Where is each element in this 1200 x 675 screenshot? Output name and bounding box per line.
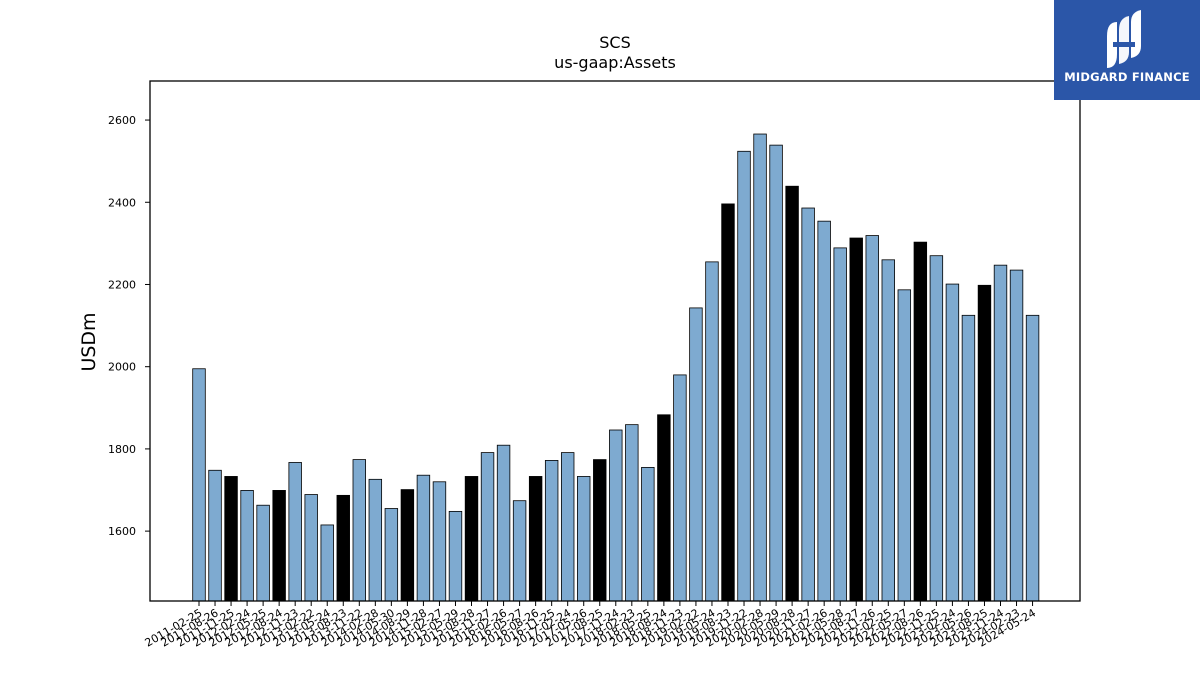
bar-2024-02-23 (1009, 269, 1024, 602)
bar-2014-11-28 (416, 474, 431, 602)
bar-2015-11-27 (480, 452, 495, 602)
midgard-finance-logo: MIDGARD FINANCE (1054, 0, 1200, 100)
bar-2017-05-26 (577, 476, 591, 602)
bar-2022-05-27 (897, 289, 912, 602)
x-axis-ticks: 2011-02-252011-08-262011-11-252012-02-24… (143, 601, 1038, 650)
bar-2012-05-25 (256, 504, 270, 602)
y-tick-label: 2200 (108, 278, 136, 291)
bar-2017-11-24 (609, 429, 623, 602)
bar-2016-05-27 (512, 500, 527, 602)
bar-2019-08-23 (721, 203, 735, 602)
bar-2019-05-24 (705, 261, 719, 602)
bar-2012-02-24 (240, 490, 254, 602)
logo-mark-icon (1107, 10, 1141, 68)
bar-2011-11-25 (224, 476, 238, 602)
y-tick-label: 1600 (108, 525, 136, 538)
bar-2012-08-24 (272, 490, 286, 602)
chart-title: SCS (599, 33, 630, 52)
bar-2016-11-25 (544, 460, 559, 602)
bar-2023-05-26 (961, 314, 976, 602)
bar-2021-11-26 (865, 235, 879, 602)
y-axis-label: USDm (78, 312, 100, 371)
plot-frame (149, 80, 1081, 602)
bar-2020-11-27 (801, 207, 815, 602)
bar-2021-02-26 (817, 220, 831, 602)
bars (192, 133, 1040, 602)
bar-2019-11-22 (737, 150, 751, 602)
y-tick-label: 1800 (108, 443, 136, 456)
bar-2015-08-28 (464, 476, 479, 602)
bar-2016-02-26 (496, 444, 511, 602)
bar-2020-05-29 (769, 144, 783, 602)
bar-2014-05-30 (384, 508, 399, 602)
bar-2018-02-23 (625, 424, 639, 602)
bar-2021-08-27 (849, 237, 863, 602)
chart-subtitle: us-gaap:Assets (554, 53, 676, 72)
bar-2011-08-26 (208, 469, 222, 602)
bar-2015-05-29 (448, 510, 463, 602)
bar-2012-11-23 (288, 462, 302, 602)
bar-2014-08-29 (400, 489, 415, 602)
bar-2011-02-25 (192, 368, 206, 602)
bar-2022-08-26 (913, 241, 928, 602)
bar-2021-05-28 (833, 247, 847, 602)
bar-2017-08-25 (593, 459, 607, 602)
y-tick-label: 2400 (108, 196, 136, 209)
bar-2019-02-22 (689, 307, 703, 602)
bar-2023-08-25 (977, 284, 992, 602)
bar-2023-02-24 (945, 283, 960, 602)
logo-text: MIDGARD FINANCE (1064, 70, 1190, 84)
bar-2018-05-25 (641, 466, 655, 602)
bar-2020-02-28 (753, 133, 767, 602)
bar-2013-05-24 (320, 524, 334, 602)
y-tick-label: 2600 (108, 114, 136, 127)
bar-2020-08-28 (785, 185, 799, 602)
bar-2018-08-24 (657, 414, 671, 602)
bar-2018-11-23 (673, 374, 687, 602)
bar-2016-08-26 (528, 476, 543, 602)
bar-2024-05-24 (1025, 314, 1040, 602)
bar-2022-02-25 (881, 259, 895, 602)
bar-2014-02-28 (368, 478, 383, 602)
bar-2015-02-27 (432, 481, 447, 602)
bar-2023-11-24 (993, 264, 1008, 602)
bar-2013-02-22 (304, 494, 318, 602)
bar-2022-11-25 (929, 255, 944, 602)
y-tick-label: 2000 (108, 361, 136, 374)
bar-2017-02-24 (560, 452, 575, 602)
y-axis-ticks: 1600 1800 2000 2200 2400 2600 (108, 114, 150, 538)
bar-2013-11-22 (352, 459, 367, 602)
bar-2013-08-23 (336, 494, 350, 602)
